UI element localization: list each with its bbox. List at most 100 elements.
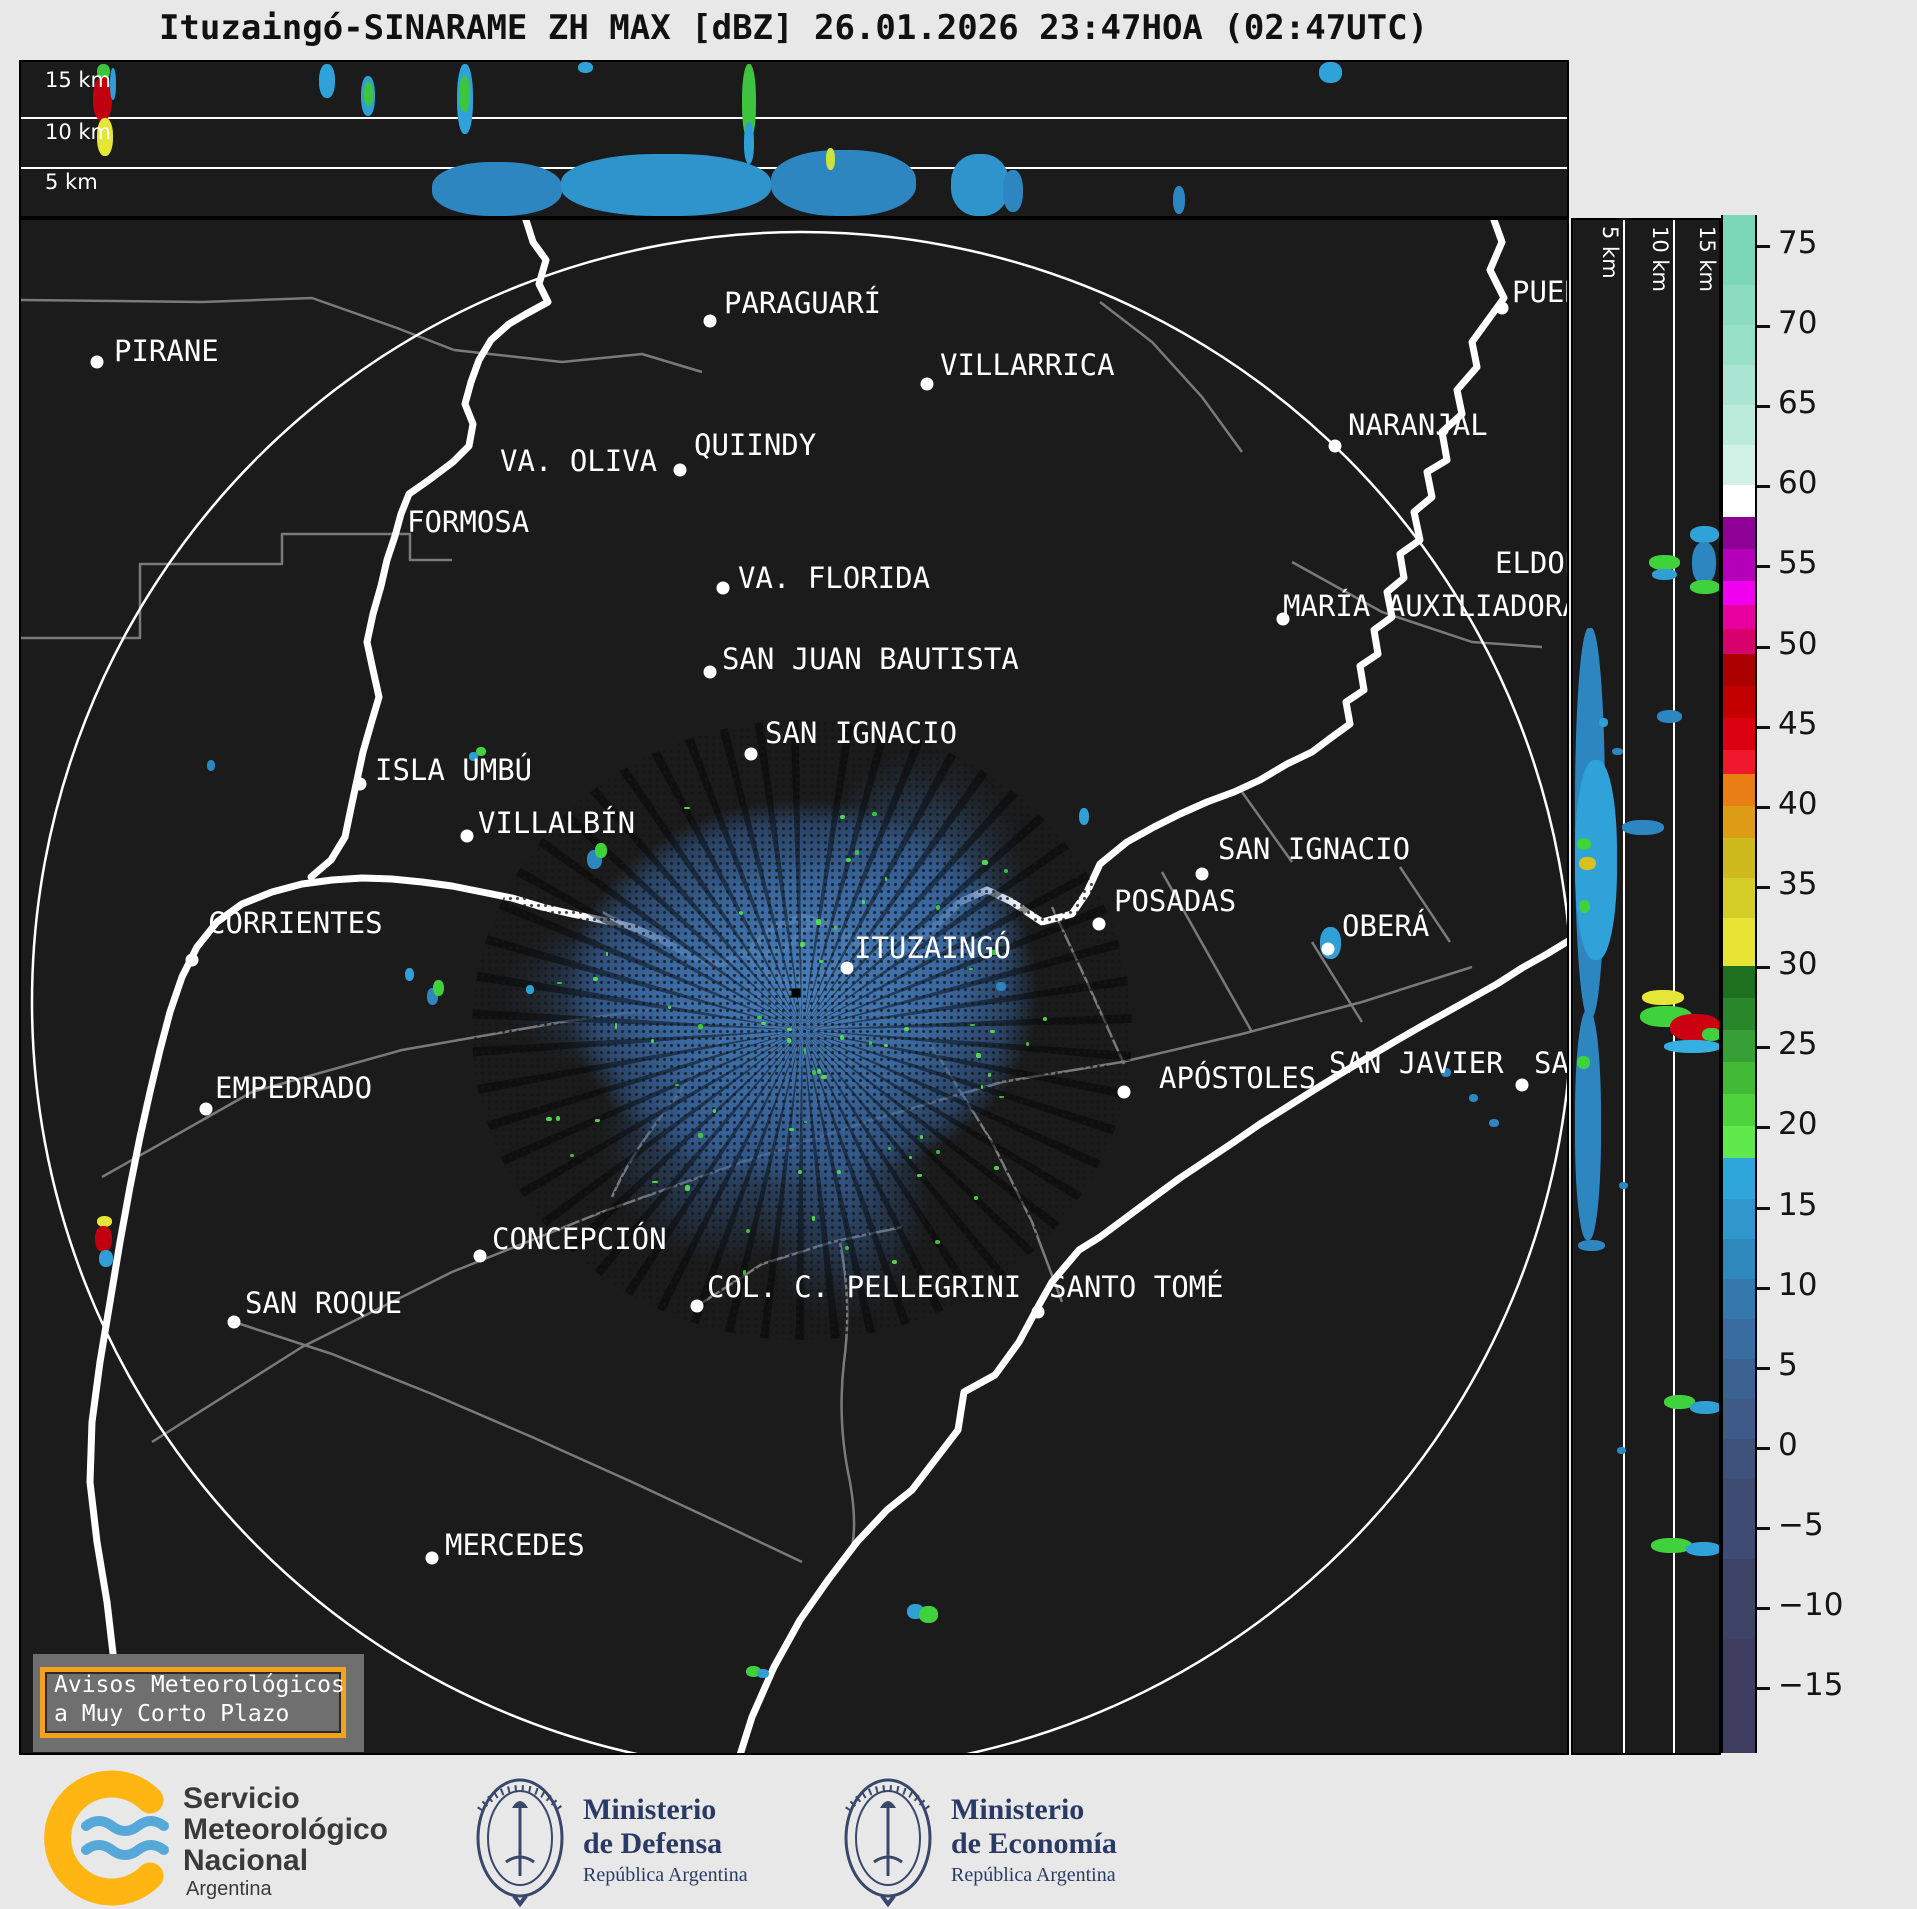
city-label: COL. C. PELLEGRINI — [707, 1270, 1022, 1304]
city-dot — [473, 1249, 487, 1263]
colorbar-segment — [1723, 749, 1755, 775]
colorbar-segment — [1723, 1438, 1755, 1481]
colorbar-tick-label: 65 — [1778, 385, 1818, 422]
echo-speckle — [819, 959, 823, 963]
colorbar-tick — [1757, 725, 1770, 729]
map-echo-blob — [919, 1606, 938, 1623]
city-label: PARAGUARÍ — [724, 286, 882, 320]
colorbar-segment — [1723, 685, 1755, 719]
city-label: VA. FLORIDA — [738, 561, 931, 595]
right-panel-echo — [1664, 1040, 1719, 1053]
radar-map[interactable]: PIRANE PARAGUARÍ VILLARRICA QUIINDY VA. OLIV… — [19, 218, 1569, 1755]
echo-speckle — [969, 967, 974, 971]
economia-wordmark: Ministerio de Economía — [951, 1793, 1117, 1860]
colorbar-segment — [1723, 1062, 1755, 1096]
map-echo-blob — [757, 1669, 769, 1678]
echo-speckle — [990, 1030, 996, 1034]
colorbar-tick — [1757, 565, 1770, 569]
city-dot — [1328, 439, 1342, 453]
echo-speckle — [1043, 1017, 1047, 1021]
echo-speckle — [787, 1027, 793, 1032]
colorbar-tick-label: 30 — [1778, 946, 1818, 983]
city-dot — [1495, 301, 1509, 315]
city-label: ISLA UMBÚ — [375, 753, 533, 787]
city-dot — [199, 1102, 213, 1116]
dbz-colorbar — [1721, 215, 1757, 1753]
economia-crest-icon — [844, 1778, 932, 1908]
map-echo-blob — [476, 747, 486, 756]
colorbar-segment — [1723, 1198, 1755, 1240]
city-dot — [744, 747, 758, 761]
echo-speckle — [675, 1083, 679, 1087]
colorbar-segment — [1723, 1278, 1755, 1320]
city-dot — [1031, 1305, 1045, 1319]
city-dot — [1117, 1085, 1131, 1099]
right-panel-echo — [1575, 1010, 1601, 1240]
right-panel-echo — [1577, 1056, 1590, 1069]
colorbar-segment — [1723, 966, 1755, 1000]
echo-speckle — [570, 1153, 575, 1158]
city-dot — [703, 665, 717, 679]
echo-speckle — [919, 1135, 923, 1139]
colorbar-tick — [1757, 1607, 1770, 1611]
map-echo-blob — [99, 1250, 113, 1267]
page-title: Ituzaingó-SINARAME ZH MAX [dBZ] 26.01.20… — [158, 8, 1429, 48]
city-label: SAN JUAN BAUTISTA — [722, 642, 1019, 676]
map-echo-blob — [95, 1226, 112, 1252]
right-panel-echo — [1579, 857, 1596, 870]
echo-speckle — [869, 1040, 873, 1046]
weather-warnings-widget[interactable]: Avisos Meteorológicos a Muy Corto Plazo — [33, 1654, 364, 1752]
colorbar-segment — [1723, 1030, 1755, 1064]
city-dot — [1515, 1078, 1529, 1092]
echo-speckle — [684, 1185, 690, 1191]
map-echo-blob — [1079, 808, 1089, 825]
right-panel-echo — [1617, 1447, 1626, 1454]
warnings-border — [40, 1667, 346, 1738]
top-panel-echo — [826, 148, 835, 170]
colorbar-tick — [1757, 1527, 1770, 1531]
echo-speckle — [606, 952, 609, 956]
right-panel-echo — [1690, 526, 1719, 543]
city-dot — [185, 953, 199, 967]
echo-speckle — [684, 806, 691, 810]
colorbar-tick — [1757, 885, 1770, 889]
city-dot — [673, 463, 687, 477]
city-label: MERCEDES — [445, 1528, 585, 1562]
colorbar-tick — [1757, 1046, 1770, 1050]
echo-speckle — [846, 857, 852, 863]
echo-speckle — [888, 1146, 891, 1150]
colorbar-tick — [1757, 324, 1770, 328]
echo-speckle — [816, 1069, 822, 1075]
echo-speckle — [936, 1150, 941, 1154]
economia-country-label: República Argentina — [951, 1864, 1116, 1886]
echo-speckle — [969, 1023, 975, 1027]
top-panel-echo — [97, 118, 113, 156]
map-echo-blob — [1441, 1068, 1451, 1077]
colorbar-segment — [1723, 1639, 1755, 1753]
colorbar-tick-label: 70 — [1778, 305, 1818, 342]
echo-speckle — [981, 859, 988, 865]
right-panel-echo — [1692, 542, 1716, 584]
top-panel-echo — [459, 76, 470, 112]
colorbar-tick-label: −10 — [1778, 1587, 1844, 1624]
echo-speckle — [557, 982, 563, 985]
city-dot — [1092, 917, 1106, 931]
echo-speckle — [862, 899, 865, 905]
right-panel-echo — [1649, 555, 1680, 570]
echo-speckle — [556, 1115, 560, 1122]
colorbar-segment — [1723, 324, 1755, 366]
echo-speckle — [987, 1073, 991, 1078]
echo-speckle — [883, 1043, 889, 1048]
echo-speckle — [855, 849, 860, 855]
echo-speckle — [993, 1166, 1000, 1171]
city-dot — [353, 777, 367, 791]
colorbar-tick — [1757, 1286, 1770, 1290]
echo-speckle — [844, 1245, 849, 1251]
altitude-gridline — [1623, 220, 1625, 1753]
colorbar-segment — [1723, 445, 1755, 487]
colorbar-segment — [1723, 1398, 1755, 1440]
echo-speckle — [650, 1039, 654, 1043]
right-panel-echo — [1702, 1028, 1719, 1041]
echo-speckle — [746, 1228, 750, 1233]
top-panel-echo — [744, 122, 754, 164]
